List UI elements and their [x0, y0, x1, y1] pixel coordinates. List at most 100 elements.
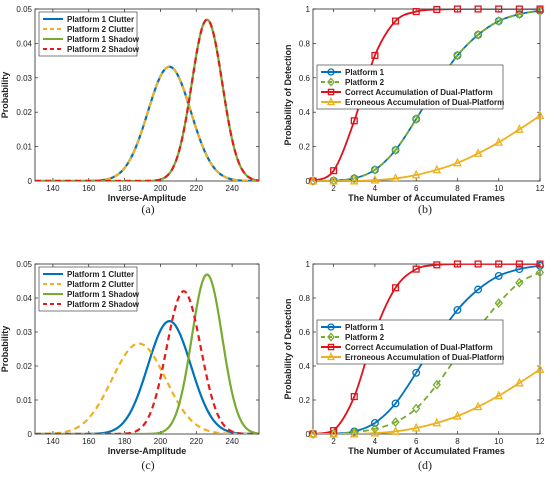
marker-diamond: [494, 16, 503, 26]
y-tick-label: 0.01: [16, 143, 32, 152]
marker-triangle: [535, 364, 545, 373]
marker-triangle: [370, 427, 380, 437]
marker-triangle: [329, 175, 338, 185]
marker-triangle: [453, 410, 462, 420]
y-tick-label: 0: [306, 177, 311, 186]
legend-label: Correct Accumulation of Dual-Platform: [345, 343, 493, 352]
marker-triangle: [326, 97, 336, 106]
legend-label: Platform 2 Shadow: [67, 45, 140, 54]
x-tick-label: 2: [331, 184, 336, 193]
series-line: [35, 290, 259, 434]
caption-a: (a): [141, 202, 154, 216]
x-tick-label: 2: [331, 437, 336, 446]
marker-diamond: [308, 176, 318, 186]
legend-item: Platform 1 Clutter: [43, 15, 134, 24]
legend-label: Platform 1 Clutter: [67, 270, 134, 279]
marker-square: [474, 5, 482, 13]
marker-triangle: [515, 377, 524, 387]
marker-square: [350, 117, 358, 125]
legend-item: Platform 2: [321, 77, 385, 87]
legend-item: Platform 2 Clutter: [43, 25, 134, 34]
marker-diamond: [329, 428, 338, 439]
marker-triangle: [411, 169, 421, 179]
x-tick-label: 140: [46, 184, 60, 193]
marker-circle: [327, 68, 335, 76]
legend-item: Correct Accumulation of Dual-Platform: [321, 88, 493, 97]
marker-square: [350, 393, 358, 401]
marker-diamond: [432, 379, 441, 390]
marker-circle: [474, 285, 483, 294]
marker-square: [453, 5, 462, 13]
legend-item: Platform 1 Shadow: [43, 35, 140, 44]
marker-diamond: [327, 332, 335, 342]
marker-diamond: [535, 267, 545, 278]
x-tick-label: 220: [190, 437, 204, 446]
legend-label: Erroneous Accumulation of Dual-Platform: [345, 353, 504, 362]
x-tick-label: 12: [536, 437, 545, 446]
marker-diamond: [515, 9, 524, 20]
y-tick-label: 0.05: [16, 5, 32, 14]
y-tick-label: 1: [306, 5, 311, 14]
legend-item: Correct Accumulation of Dual-Platform: [321, 343, 493, 352]
legend-label: Platform 1: [345, 68, 385, 77]
legend-label: Platform 2 Shadow: [67, 300, 140, 309]
chart-panel-b: 2 4 6 8 10 12 0 0.2 0.4 0.6 0.8 1 The Number of Accu…: [283, 5, 545, 203]
marker-triangle: [349, 175, 359, 185]
marker-square: [412, 8, 420, 16]
x-tick-label: 8: [455, 437, 460, 446]
y-axis-label: Probability: [0, 326, 10, 373]
y-tick-label: 0.2: [299, 396, 311, 405]
y-tick-label: 0.8: [299, 39, 311, 48]
marker-circle: [494, 271, 503, 280]
legend-box: [316, 64, 504, 110]
y-tick-label: 0.05: [16, 260, 32, 269]
y-tick-label: 0.01: [16, 396, 32, 405]
x-tick-label: 180: [118, 184, 132, 193]
marker-square: [453, 260, 462, 268]
legend-item: Erroneous Accumulation of Dual-Platform: [321, 97, 504, 107]
marker-triangle: [329, 428, 338, 438]
marker-triangle: [349, 428, 359, 438]
x-tick-label: 6: [414, 437, 419, 446]
marker-triangle: [494, 390, 504, 400]
legend-item: Erroneous Accumulation of Dual-Platform: [321, 352, 504, 362]
marker-diamond: [350, 173, 359, 184]
legend-item: Platform 2 Shadow: [43, 45, 140, 54]
marker-diamond: [370, 423, 380, 434]
y-tick-label: 1: [306, 260, 311, 269]
x-axis-label: Inverse-Amplitude: [108, 446, 187, 456]
marker-circle: [515, 265, 524, 274]
legend-item: Platform 1: [321, 323, 385, 332]
marker-triangle: [515, 124, 524, 133]
marker-triangle: [391, 173, 400, 182]
y-tick-label: 0.03: [16, 74, 32, 83]
chart-panel-a: 140 160 180 200 220 240 0 0.01 0.02 0.03 0.04 0.05 I…: [0, 5, 260, 203]
marker-triangle: [473, 148, 483, 157]
marker-triangle: [308, 428, 318, 438]
y-tick-label: 0.4: [299, 362, 311, 371]
marker-triangle: [370, 174, 380, 184]
legend-label: Correct Accumulation of Dual-Platform: [345, 88, 493, 97]
marker-diamond: [535, 5, 545, 16]
series-line: [313, 9, 540, 181]
marker-diamond: [329, 175, 338, 186]
marker-diamond: [453, 50, 462, 61]
marker-square: [433, 5, 441, 14]
marker-square: [515, 5, 523, 13]
legend-label: Platform 2 Clutter: [67, 25, 134, 34]
marker-triangle: [494, 137, 504, 146]
marker-square: [391, 17, 400, 25]
caption-c: (c): [141, 458, 154, 472]
y-tick-label: 0.8: [299, 294, 311, 303]
marker-triangle: [453, 157, 462, 167]
marker-square: [433, 261, 441, 269]
y-tick-label: 0: [306, 430, 311, 439]
marker-triangle: [535, 110, 545, 120]
marker-triangle: [473, 401, 483, 411]
legend-item: Platform 2: [321, 332, 385, 342]
marker-diamond: [370, 164, 380, 175]
